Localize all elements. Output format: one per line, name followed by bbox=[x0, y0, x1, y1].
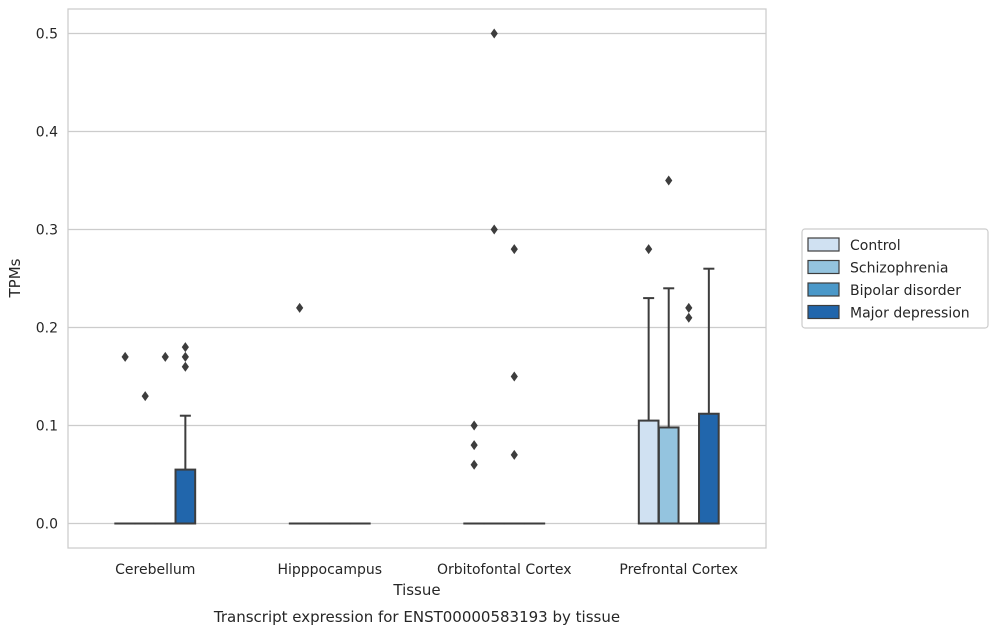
box-bipolar-disorder bbox=[677, 302, 700, 525]
box-control bbox=[114, 351, 136, 525]
y-axis: 0.0 0.1 0.2 0.3 0.4 0.5 bbox=[36, 27, 58, 533]
y-axis-label: TPMs bbox=[6, 258, 24, 298]
outlier-point bbox=[470, 440, 478, 451]
outlier-point bbox=[490, 28, 498, 39]
x-tick-label: Cerebellum bbox=[115, 562, 195, 578]
box-major-depression bbox=[174, 342, 197, 525]
box bbox=[698, 412, 720, 525]
outlier-point bbox=[510, 244, 518, 255]
outlier-point bbox=[685, 312, 693, 323]
outlier-point bbox=[510, 371, 518, 382]
outlier-point bbox=[121, 351, 129, 362]
box-control bbox=[637, 244, 660, 525]
box-schizophrenia bbox=[483, 28, 506, 525]
legend-label: Control bbox=[850, 238, 901, 254]
box-schizophrenia bbox=[657, 175, 680, 525]
outlier-point bbox=[665, 175, 673, 186]
box-control bbox=[288, 302, 311, 525]
boxes bbox=[114, 28, 720, 525]
outlier-point bbox=[470, 420, 478, 431]
legend-swatch bbox=[807, 259, 840, 275]
outlier-point bbox=[645, 244, 653, 255]
box-schizophrenia bbox=[134, 391, 157, 525]
box-control bbox=[463, 420, 485, 525]
y-tick-label: 0.5 bbox=[36, 27, 58, 43]
y-tick-label: 0.2 bbox=[36, 321, 58, 337]
y-tick-label: 0.4 bbox=[36, 125, 58, 141]
outlier-point bbox=[685, 302, 693, 313]
outlier-point bbox=[470, 459, 478, 470]
box-bipolar-disorder bbox=[503, 244, 526, 525]
outlier-point bbox=[181, 342, 189, 353]
legend: Control Schizophrenia Bipolar disorder Majo… bbox=[801, 228, 989, 329]
box-major-depression bbox=[698, 267, 720, 525]
x-tick-label: Prefrontal Cortex bbox=[619, 562, 738, 578]
outlier-point bbox=[161, 351, 169, 362]
legend-label: Major depression bbox=[850, 306, 970, 322]
box bbox=[657, 426, 680, 525]
y-tick-label: 0.1 bbox=[36, 419, 58, 435]
legend-frame bbox=[801, 228, 989, 329]
outlier-point bbox=[181, 361, 189, 372]
x-axis: Cerebellum Hipppocampus Orbitofontal Corte… bbox=[115, 562, 738, 578]
box-bipolar-disorder bbox=[154, 351, 177, 525]
y-tick-label: 0.0 bbox=[36, 517, 58, 533]
box bbox=[174, 468, 197, 525]
x-axis-label: Tissue bbox=[392, 581, 440, 599]
legend-label: Schizophrenia bbox=[850, 261, 948, 277]
legend-label: Bipolar disorder bbox=[850, 283, 961, 299]
outlier-point bbox=[181, 351, 189, 362]
x-tick-label: Hipppocampus bbox=[277, 562, 382, 578]
chart-caption: Transcript expression for ENST0000058319… bbox=[213, 608, 620, 626]
box bbox=[637, 419, 660, 525]
outlier-point bbox=[490, 224, 498, 235]
legend-swatch bbox=[807, 237, 840, 252]
legend-swatch bbox=[807, 304, 840, 320]
legend-swatch bbox=[807, 282, 840, 297]
outlier-point bbox=[296, 302, 304, 313]
outlier-point bbox=[141, 391, 149, 402]
outlier-point bbox=[510, 449, 518, 460]
y-tick-label: 0.3 bbox=[36, 223, 58, 239]
x-tick-label: Orbitofontal Cortex bbox=[437, 562, 572, 578]
plot-frame bbox=[67, 8, 767, 549]
